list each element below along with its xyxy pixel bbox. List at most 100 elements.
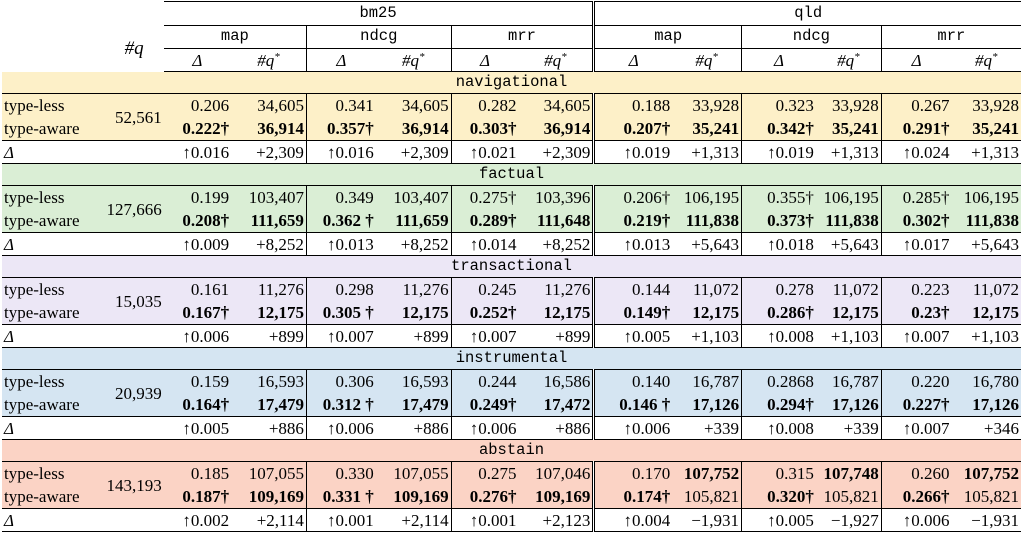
cell-qld-mrr-qcount: 106,195 <box>951 185 1021 209</box>
cell-bm25-mrr-qcount: 107,046 <box>518 461 594 485</box>
delta-qld-ndcg-qcount: +339 <box>815 416 882 440</box>
header-row-metrics: #q map ndcg mrr map ndcg mrr <box>2 25 1021 58</box>
delta-bm25-mrr-qcount: +2,123 <box>518 508 594 532</box>
cell-bm25-mrr-score: 0.303† <box>450 117 519 141</box>
cell-bm25-map-score: 0.185 <box>163 461 232 485</box>
cell-bm25-ndcg-qcount: 17,479 <box>375 393 452 417</box>
delta-bm25-ndcg-qcount: +2,309 <box>375 140 452 164</box>
cell-qld-map-score: 0.207† <box>592 117 673 141</box>
data-row-abstain-type-aware: type-aware 0.187† 109,169 0.331 † 109,169 0.2… <box>2 485 1021 509</box>
delta-qld-mrr-score: ↑0.024 <box>880 140 952 164</box>
delta-qld-ndcg-qcount: +1,313 <box>815 140 882 164</box>
cell-qld-mrr-score: 0.260 <box>880 461 952 485</box>
delta-bm25-map-qcount: +2,309 <box>231 140 307 164</box>
subheader-qstar: #q* <box>231 48 307 72</box>
data-row-instrumental-type-less: type-less 20,939 0.159 16,593 0.306 16,593 0.2… <box>2 369 1021 417</box>
cell-bm25-ndcg-score: 0.362 † <box>305 209 376 233</box>
row-label: type-aware <box>2 117 105 141</box>
cell-bm25-mrr-score: 0.249† <box>450 393 519 417</box>
subheader-delta: Δ <box>741 48 816 72</box>
delta-bm25-map-score: ↑0.009 <box>163 232 232 256</box>
delta-bm25-ndcg-qcount: +886 <box>375 416 452 440</box>
cell-bm25-ndcg-qcount: 103,407 <box>375 185 452 209</box>
cell-qld-mrr-score: 0.227† <box>880 393 952 417</box>
cell-bm25-map-qcount: 16,593 <box>231 369 307 393</box>
cell-qld-map-score: 0.146 † <box>592 393 673 417</box>
cell-bm25-mrr-qcount: 11,276 <box>518 277 594 301</box>
cell-bm25-map-qcount: 11,276 <box>231 277 307 301</box>
metric-header-bm25-ndcg: ndcg <box>305 25 452 49</box>
row-label: type-aware <box>2 209 105 233</box>
cell-qld-mrr-qcount: 12,175 <box>951 301 1021 325</box>
subheader-qstar-sup: * <box>274 50 280 63</box>
cell-bm25-mrr-qcount: 109,169 <box>518 485 594 509</box>
metric-header-qld-mrr: mrr <box>880 25 1021 49</box>
category-label: factual <box>2 163 1021 186</box>
cell-bm25-map-score: 0.208† <box>163 209 232 233</box>
cell-bm25-mrr-score: 0.289† <box>450 209 519 233</box>
cell-bm25-ndcg-qcount: 109,169 <box>375 485 452 509</box>
cell-qld-ndcg-score: 0.315 <box>741 461 816 485</box>
section-qcount: 20,939 <box>104 369 164 417</box>
corner-cell <box>104 2 163 26</box>
subheader-qstar-base: #q <box>975 50 993 70</box>
subheader-delta: Δ <box>305 48 376 72</box>
delta-qld-map-qcount: +5,643 <box>672 232 742 256</box>
row-label: type-less <box>2 93 105 117</box>
cell-bm25-map-score: 0.206 <box>163 93 232 117</box>
cell-qld-mrr-qcount: 33,928 <box>951 93 1021 117</box>
results-table-body: bm25 qld #q map ndcg mrr map ndcg mrr Δ #… <box>2 1 1021 532</box>
delta-bm25-mrr-qcount: +899 <box>518 324 594 348</box>
cell-qld-mrr-qcount: 16,780 <box>951 369 1021 393</box>
category-row-transactional: transactional <box>2 255 1021 278</box>
subheader-qstar-sup: * <box>561 50 567 63</box>
category-label: abstain <box>2 439 1021 462</box>
delta-qld-ndcg-qcount: −1,927 <box>815 508 882 532</box>
cell-bm25-ndcg-score: 0.330 <box>305 461 376 485</box>
category-row-factual: factual <box>2 163 1021 186</box>
cell-qld-mrr-qcount: 111,838 <box>951 209 1021 233</box>
cell-qld-map-qcount: 11,072 <box>672 277 742 301</box>
cell-bm25-mrr-qcount: 34,605 <box>518 93 594 117</box>
delta-bm25-map-score: ↑0.002 <box>163 508 232 532</box>
delta-qld-mrr-qcount: −1,931 <box>951 508 1021 532</box>
delta-bm25-ndcg-score: ↑0.006 <box>305 416 376 440</box>
subheader-qstar-base: #q <box>257 50 275 70</box>
cell-bm25-ndcg-qcount: 107,055 <box>375 461 452 485</box>
cell-bm25-map-qcount: 111,659 <box>231 209 307 233</box>
category-row-abstain: abstain <box>2 439 1021 462</box>
delta-qld-mrr-score: ↑0.007 <box>880 324 952 348</box>
cell-qld-map-qcount: 105,821 <box>672 485 742 509</box>
cell-qld-ndcg-score: 0.323 <box>741 93 816 117</box>
delta-bm25-ndcg-qcount: +899 <box>375 324 452 348</box>
corner-cell <box>2 49 104 72</box>
data-row-transactional-type-aware: type-aware 0.167† 12,175 0.305 † 12,175 0.252… <box>2 301 1021 325</box>
cell-bm25-map-score: 0.199 <box>163 185 232 209</box>
delta-row-factual: Δ ↑0.009 +8,252 ↑0.013 +8,252 ↑0.014 +8,252 ↑0.… <box>2 232 1021 256</box>
cell-bm25-mrr-score: 0.245 <box>450 277 519 301</box>
cell-qld-ndcg-score: 0.2868 <box>741 369 816 393</box>
delta-qld-ndcg-score: ↑0.005 <box>741 508 816 532</box>
section-qcount: 52,561 <box>104 93 164 141</box>
cell-bm25-map-score: 0.222† <box>163 117 232 141</box>
data-row-navigational-type-less: type-less 52,561 0.206 34,605 0.341 34,605 0.2… <box>2 93 1021 141</box>
data-row-instrumental-type-aware: type-aware 0.164† 17,479 0.312 † 17,479 0.249… <box>2 393 1021 417</box>
cell-qld-ndcg-qcount: 17,126 <box>815 393 882 417</box>
delta-row-label: Δ <box>2 508 164 532</box>
cell-qld-ndcg-qcount: 16,787 <box>815 369 882 393</box>
delta-bm25-map-score: ↑0.005 <box>163 416 232 440</box>
cell-qld-ndcg-score: 0.355† <box>741 185 816 209</box>
delta-bm25-map-score: ↑0.016 <box>163 140 232 164</box>
cell-bm25-ndcg-qcount: 111,659 <box>375 209 452 233</box>
subheader-qstar: #q* <box>815 48 882 72</box>
delta-bm25-map-qcount: +8,252 <box>231 232 307 256</box>
delta-qld-map-score: ↑0.013 <box>592 232 673 256</box>
delta-bm25-ndcg-score: ↑0.013 <box>305 232 376 256</box>
subheader-qstar-sup: * <box>712 50 718 63</box>
delta-bm25-mrr-score: ↑0.001 <box>450 508 519 532</box>
delta-qld-mrr-qcount: +1,313 <box>951 140 1021 164</box>
delta-qld-mrr-score: ↑0.017 <box>880 232 952 256</box>
row-label: type-less <box>2 277 105 301</box>
row-label: type-aware <box>2 393 105 417</box>
cell-bm25-ndcg-score: 0.306 <box>305 369 376 393</box>
